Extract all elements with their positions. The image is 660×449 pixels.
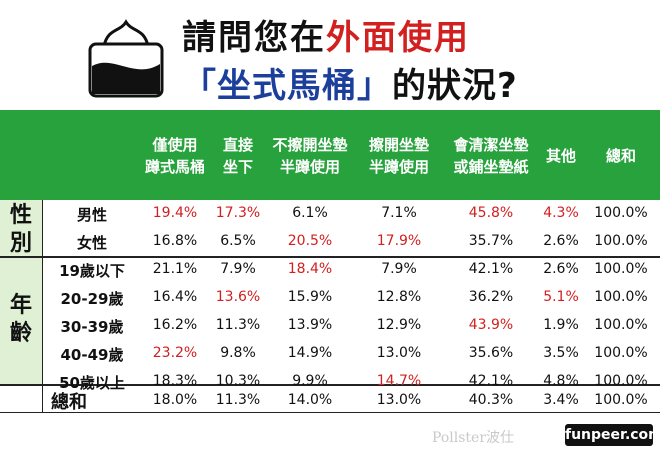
funpeer-watermark: funpeer.com xyxy=(565,424,660,446)
gender-group-label: 性別 xyxy=(9,203,32,256)
row-label: 女性 xyxy=(76,234,107,252)
table-cell: 5.1% xyxy=(543,289,579,305)
row-label: 30-39歲 xyxy=(60,318,124,336)
table-cell: 36.2% xyxy=(468,289,514,305)
group-divider xyxy=(0,256,660,258)
page-title-line1: 請問您在外面使用 xyxy=(182,18,470,58)
watermark-band xyxy=(0,416,660,449)
table-header-band xyxy=(0,110,660,200)
total-row-label: 總和 xyxy=(51,392,87,413)
row-label: 50歲以上 xyxy=(59,374,125,392)
group-column-divider xyxy=(42,200,43,412)
table-cell: 9.9% xyxy=(292,373,328,389)
row-label: 20-29歲 xyxy=(60,290,124,308)
table-cell: 16.4% xyxy=(152,289,198,305)
table-cell: 45.8% xyxy=(468,205,514,221)
table-cell: 6.5% xyxy=(220,233,256,249)
table-bottom-rule xyxy=(0,412,660,413)
table-cell: 1.9% xyxy=(543,317,579,333)
table-cell: 100.0% xyxy=(594,205,648,221)
pollster-watermark: Pollster波仕 xyxy=(432,430,515,446)
tissue-box-icon xyxy=(88,19,164,98)
column-header-sit-directly: 直接 坐下 xyxy=(222,136,253,176)
column-header-other: 其他 xyxy=(545,147,576,165)
table-cell: 6.1% xyxy=(292,205,328,221)
column-header-total: 總和 xyxy=(605,147,636,165)
total-cell: 3.4% xyxy=(543,392,579,408)
column-header-half-squat-unwiped: 不擦開坐墊 半蹲使用 xyxy=(272,136,348,176)
table-cell: 18.3% xyxy=(152,373,198,389)
gender-group-cell xyxy=(0,200,42,256)
table-cell: 2.6% xyxy=(543,233,579,249)
table-cell: 15.9% xyxy=(287,289,333,305)
table-cell: 23.2% xyxy=(152,345,198,361)
title-header: 請問您在外面使用 「坐式馬桶」的狀況? xyxy=(0,0,660,110)
column-header-half-squat-wiped: 擦開坐墊 半蹲使用 xyxy=(368,136,429,176)
table-cell: 100.0% xyxy=(594,317,648,333)
table-cell: 14.7% xyxy=(376,373,422,389)
table-cell: 100.0% xyxy=(594,289,648,305)
table-cell: 35.7% xyxy=(468,233,514,249)
table-cell: 3.5% xyxy=(543,345,579,361)
table-cell: 10.3% xyxy=(215,373,261,389)
table-cell: 12.9% xyxy=(376,317,422,333)
table-cell: 18.4% xyxy=(287,261,333,277)
table-cell: 7.1% xyxy=(381,205,417,221)
age-group-cell xyxy=(0,256,42,384)
table-cell: 16.8% xyxy=(152,233,198,249)
table-cell: 11.3% xyxy=(215,317,261,333)
table-cell: 17.3% xyxy=(215,205,261,221)
row-label: 19歲以下 xyxy=(59,262,125,280)
table-cell: 9.8% xyxy=(220,345,256,361)
page-title-line2: 「坐式馬桶」的狀況? xyxy=(182,66,518,106)
row-label: 40-49歲 xyxy=(60,346,124,364)
table-cell: 7.9% xyxy=(381,261,417,277)
total-cell: 13.0% xyxy=(376,392,422,408)
table-cell: 100.0% xyxy=(594,373,648,389)
total-cell: 11.3% xyxy=(215,392,261,408)
table-cell: 42.1% xyxy=(468,373,514,389)
table-cell: 21.1% xyxy=(152,261,198,277)
row-label: 男性 xyxy=(76,206,107,224)
total-cell: 14.0% xyxy=(287,392,333,408)
age-group-label: 年齡 xyxy=(9,293,32,346)
table-cell: 43.9% xyxy=(468,317,514,333)
table-cell: 16.2% xyxy=(152,317,198,333)
table-cell: 100.0% xyxy=(594,261,648,277)
table-cell: 4.8% xyxy=(543,373,579,389)
column-header-squat-only: 僅使用 蹲式馬桶 xyxy=(144,136,205,176)
table-cell: 20.5% xyxy=(287,233,333,249)
table-cell: 35.6% xyxy=(468,345,514,361)
table-cell: 100.0% xyxy=(594,345,648,361)
table-cell: 13.9% xyxy=(287,317,333,333)
table-cell: 7.9% xyxy=(220,261,256,277)
column-header-clean-seat: 會清潔坐墊 或鋪坐墊紙 xyxy=(453,136,529,176)
table-cell: 42.1% xyxy=(468,261,514,277)
table-cell: 13.6% xyxy=(215,289,261,305)
table-cell: 12.8% xyxy=(376,289,422,305)
total-divider xyxy=(0,384,660,386)
table-cell: 19.4% xyxy=(152,205,198,221)
total-cell: 18.0% xyxy=(152,392,198,408)
table-cell: 14.9% xyxy=(287,345,333,361)
table-cell: 4.3% xyxy=(543,205,579,221)
total-cell: 40.3% xyxy=(468,392,514,408)
table-cell: 13.0% xyxy=(376,345,422,361)
table-cell: 100.0% xyxy=(594,233,648,249)
total-cell: 100.0% xyxy=(594,392,648,408)
table-cell: 17.9% xyxy=(376,233,422,249)
table-cell: 2.6% xyxy=(543,261,579,277)
